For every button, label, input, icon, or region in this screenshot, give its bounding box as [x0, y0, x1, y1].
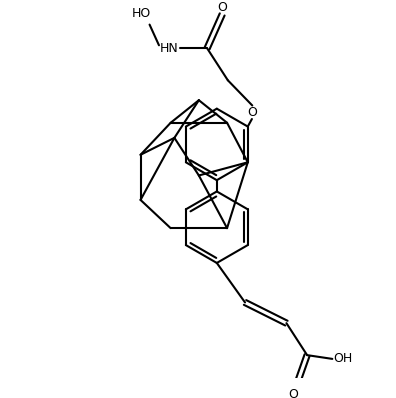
Text: HO: HO: [131, 7, 151, 20]
Text: O: O: [217, 1, 227, 14]
Text: OH: OH: [333, 352, 352, 365]
Text: O: O: [289, 388, 299, 398]
Text: O: O: [248, 106, 257, 119]
Text: HN: HN: [160, 42, 179, 55]
